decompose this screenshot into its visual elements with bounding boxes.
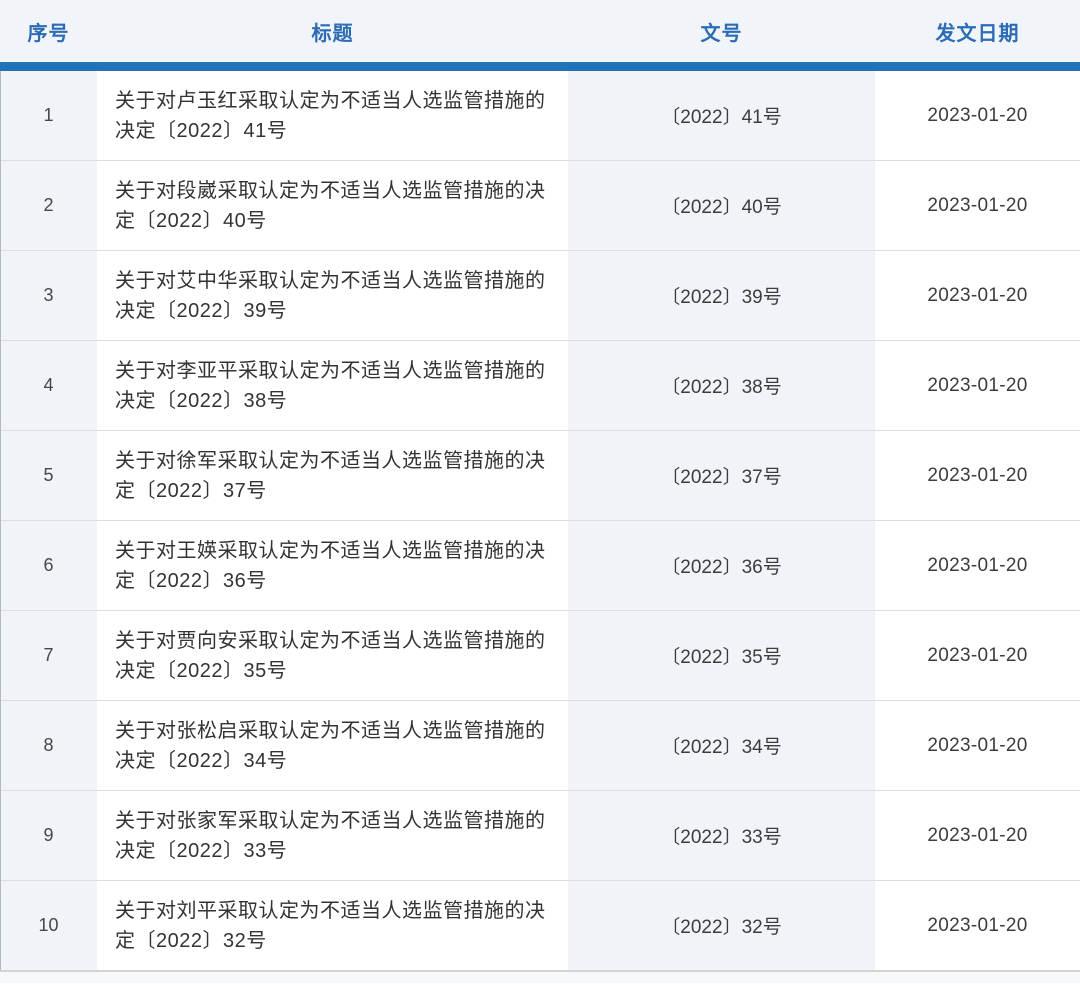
table-row: 5 关于对徐军采取认定为不适当人选监管措施的决定〔2022〕37号 〔2022〕… [0,431,1080,521]
row-index: 1 [0,71,97,160]
table-row: 10 关于对刘平采取认定为不适当人选监管措施的决定〔2022〕32号 〔2022… [0,881,1080,970]
doc-number: 〔2022〕34号 [568,701,875,790]
doc-number: 〔2022〕32号 [568,881,875,970]
row-index: 6 [0,521,97,610]
column-header-index: 序号 [27,22,70,45]
table-row: 7 关于对贾向安采取认定为不适当人选监管措施的决定〔2022〕35号 〔2022… [0,611,1080,701]
document-title-cell: 关于对段崴采取认定为不适当人选监管措施的决定〔2022〕40号 [97,161,568,250]
column-header-publish-date: 发文日期 [935,22,1020,45]
row-index: 9 [0,791,97,880]
publish-date: 2023-01-20 [875,71,1080,160]
row-index: 10 [0,881,97,970]
publish-date: 2023-01-20 [875,701,1080,790]
document-title-link[interactable]: 关于对刘平采取认定为不适当人选监管措施的决定〔2022〕32号 [115,899,546,952]
doc-number: 〔2022〕41号 [568,71,875,160]
row-index: 4 [0,341,97,430]
column-header-title: 标题 [311,22,354,45]
document-title-link[interactable]: 关于对卢玉红采取认定为不适当人选监管措施的决定〔2022〕41号 [115,89,546,142]
table-row: 9 关于对张家军采取认定为不适当人选监管措施的决定〔2022〕33号 〔2022… [0,791,1080,881]
table-row: 6 关于对王媖采取认定为不适当人选监管措施的决定〔2022〕36号 〔2022〕… [0,521,1080,611]
row-index: 7 [0,611,97,700]
table-header-row: 序号 标题 文号 发文日期 [0,0,1080,62]
publish-date: 2023-01-20 [875,251,1080,340]
table-left-edge [0,71,1,970]
table-row: 8 关于对张松启采取认定为不适当人选监管措施的决定〔2022〕34号 〔2022… [0,701,1080,791]
table-row: 3 关于对艾中华采取认定为不适当人选监管措施的决定〔2022〕39号 〔2022… [0,251,1080,341]
document-title-link[interactable]: 关于对李亚平采取认定为不适当人选监管措施的决定〔2022〕38号 [115,359,546,412]
column-header-doc-number: 文号 [700,22,743,45]
table-row: 2 关于对段崴采取认定为不适当人选监管措施的决定〔2022〕40号 〔2022〕… [0,161,1080,251]
publish-date: 2023-01-20 [875,341,1080,430]
publish-date: 2023-01-20 [875,521,1080,610]
document-title-cell: 关于对李亚平采取认定为不适当人选监管措施的决定〔2022〕38号 [97,341,568,430]
publish-date: 2023-01-20 [875,611,1080,700]
document-title-cell: 关于对艾中华采取认定为不适当人选监管措施的决定〔2022〕39号 [97,251,568,340]
document-title-cell: 关于对王媖采取认定为不适当人选监管措施的决定〔2022〕36号 [97,521,568,610]
doc-number: 〔2022〕36号 [568,521,875,610]
doc-number: 〔2022〕37号 [568,431,875,520]
document-title-cell: 关于对刘平采取认定为不适当人选监管措施的决定〔2022〕32号 [97,881,568,970]
header-accent-bar [0,62,1080,71]
doc-number: 〔2022〕40号 [568,161,875,250]
table-row: 4 关于对李亚平采取认定为不适当人选监管措施的决定〔2022〕38号 〔2022… [0,341,1080,431]
row-index: 3 [0,251,97,340]
document-title-link[interactable]: 关于对张松启采取认定为不适当人选监管措施的决定〔2022〕34号 [115,719,546,772]
document-title-link[interactable]: 关于对张家军采取认定为不适当人选监管措施的决定〔2022〕33号 [115,809,546,862]
row-index: 5 [0,431,97,520]
document-title-link[interactable]: 关于对王媖采取认定为不适当人选监管措施的决定〔2022〕36号 [115,539,546,592]
document-title-link[interactable]: 关于对段崴采取认定为不适当人选监管措施的决定〔2022〕40号 [115,179,546,232]
doc-number: 〔2022〕35号 [568,611,875,700]
table-body: 1 关于对卢玉红采取认定为不适当人选监管措施的决定〔2022〕41号 〔2022… [0,71,1080,970]
publish-date: 2023-01-20 [875,431,1080,520]
document-title-link[interactable]: 关于对贾向安采取认定为不适当人选监管措施的决定〔2022〕35号 [115,629,546,682]
row-index: 2 [0,161,97,250]
document-title-cell: 关于对张松启采取认定为不适当人选监管措施的决定〔2022〕34号 [97,701,568,790]
doc-number: 〔2022〕33号 [568,791,875,880]
document-title-link[interactable]: 关于对徐军采取认定为不适当人选监管措施的决定〔2022〕37号 [115,449,546,502]
document-title-cell: 关于对卢玉红采取认定为不适当人选监管措施的决定〔2022〕41号 [97,71,568,160]
document-title-cell: 关于对张家军采取认定为不适当人选监管措施的决定〔2022〕33号 [97,791,568,880]
next-section-strip [0,970,1080,983]
table-row: 1 关于对卢玉红采取认定为不适当人选监管措施的决定〔2022〕41号 〔2022… [0,71,1080,161]
publish-date: 2023-01-20 [875,161,1080,250]
document-title-cell: 关于对贾向安采取认定为不适当人选监管措施的决定〔2022〕35号 [97,611,568,700]
doc-number: 〔2022〕38号 [568,341,875,430]
document-title-cell: 关于对徐军采取认定为不适当人选监管措施的决定〔2022〕37号 [97,431,568,520]
row-index: 8 [0,701,97,790]
document-title-link[interactable]: 关于对艾中华采取认定为不适当人选监管措施的决定〔2022〕39号 [115,269,546,322]
publish-date: 2023-01-20 [875,881,1080,970]
doc-number: 〔2022〕39号 [568,251,875,340]
publish-date: 2023-01-20 [875,791,1080,880]
